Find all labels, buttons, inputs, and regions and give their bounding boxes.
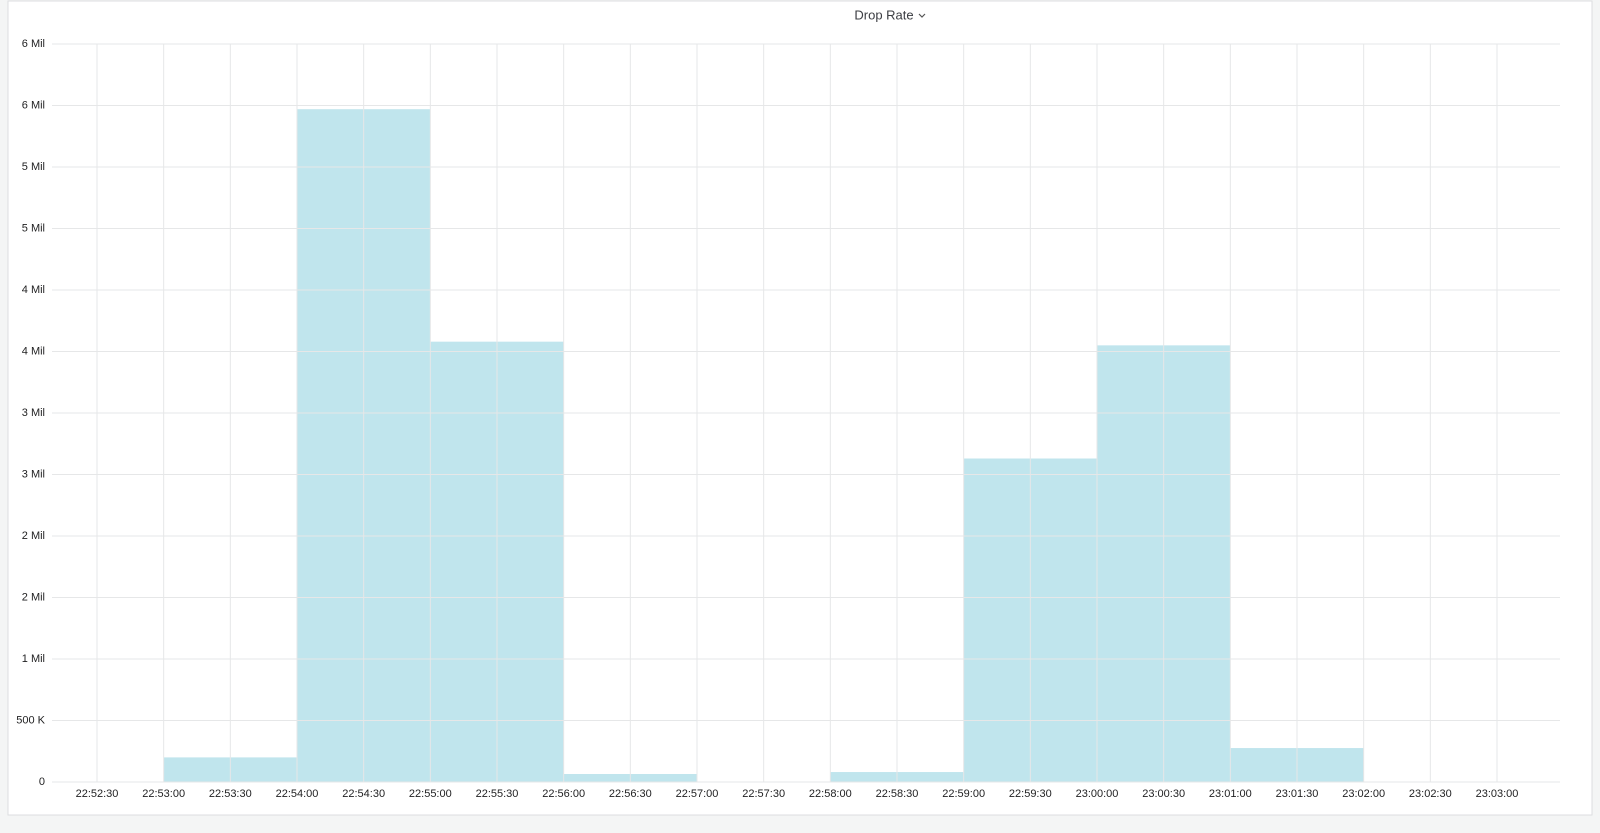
x-tick-label: 22:58:30	[876, 788, 919, 800]
x-tick-label: 22:56:30	[609, 788, 652, 800]
y-tick-label: 1 Mil	[22, 653, 45, 665]
x-tick-label: 23:00:00	[1076, 788, 1119, 800]
y-tick-label: 2 Mil	[22, 530, 45, 542]
y-tick-label: 0	[39, 776, 45, 788]
panel	[7, 0, 1593, 816]
x-tick-label: 22:54:30	[342, 788, 385, 800]
x-tick-label: 23:02:00	[1342, 788, 1385, 800]
x-tick-label: 23:00:30	[1142, 788, 1185, 800]
x-tick-label: 22:59:00	[942, 788, 985, 800]
x-tick-label: 22:54:00	[276, 788, 319, 800]
x-tick-label: 22:59:30	[1009, 788, 1052, 800]
x-tick-label: 22:58:00	[809, 788, 852, 800]
y-tick-label: 3 Mil	[22, 468, 45, 480]
y-tick-label: 2 Mil	[22, 591, 45, 603]
x-tick-label: 23:01:30	[1276, 788, 1319, 800]
x-tick-label: 23:02:30	[1409, 788, 1452, 800]
y-tick-label: 6 Mil	[22, 99, 45, 111]
x-tick-label: 22:55:00	[409, 788, 452, 800]
y-tick-label: 5 Mil	[22, 161, 45, 173]
y-tick-label: 6 Mil	[22, 38, 45, 50]
title-chevron[interactable]	[918, 13, 926, 18]
x-tick-label: 22:57:30	[742, 788, 785, 800]
y-tick-label: 5 Mil	[22, 222, 45, 234]
x-tick-label: 23:03:00	[1476, 788, 1519, 800]
x-tick-label: 22:53:00	[142, 788, 185, 800]
x-tick-label: 22:55:30	[476, 788, 519, 800]
x-tick-label: 22:52:30	[76, 788, 119, 800]
y-tick-label: 500 K	[16, 714, 45, 726]
x-tick-label: 22:56:00	[542, 788, 585, 800]
x-tick-label: 23:01:00	[1209, 788, 1252, 800]
x-tick-label: 22:53:30	[209, 788, 252, 800]
y-tick-label: 3 Mil	[22, 407, 45, 419]
y-tick-label: 4 Mil	[22, 345, 45, 357]
x-tick-label: 22:57:00	[676, 788, 719, 800]
chart-title[interactable]: Drop Rate	[854, 7, 913, 22]
y-tick-label: 4 Mil	[22, 284, 45, 296]
